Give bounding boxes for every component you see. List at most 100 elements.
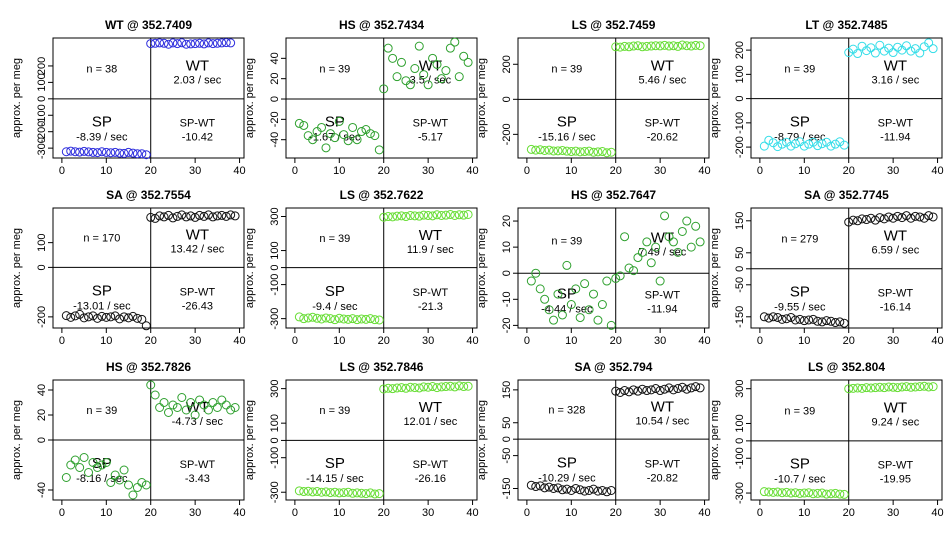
y-axis-label: approx. per meg — [244, 400, 256, 480]
wt-rate: 6.59 / sec — [872, 244, 920, 256]
x-tick-label: 0 — [59, 165, 65, 177]
wt-point — [628, 41, 638, 51]
x-tick-label: 0 — [524, 507, 530, 519]
data-points — [294, 381, 473, 499]
x-tick-label: 30 — [422, 165, 434, 177]
wt-point — [392, 383, 402, 393]
y-tick-label: -100 — [734, 447, 746, 469]
sp-label: SP — [92, 283, 112, 300]
wt-point — [428, 211, 438, 221]
sp-point — [822, 316, 832, 326]
y-tick-label: 0 — [36, 264, 48, 270]
sp-point — [589, 147, 599, 157]
n-count-label: n = 328 — [548, 405, 585, 417]
wt-point — [181, 39, 191, 49]
spwt-value: -19.95 — [880, 473, 911, 485]
sp-point — [553, 146, 563, 156]
wt-point — [383, 383, 393, 393]
sp-point — [773, 312, 783, 322]
x-tick-label: 40 — [698, 507, 710, 519]
sp-point — [317, 314, 327, 324]
sp-point — [374, 315, 384, 325]
wt-point — [146, 380, 156, 390]
sp-label: SP — [790, 113, 810, 130]
x-tick-label: 30 — [189, 335, 201, 347]
wt-point — [150, 213, 160, 223]
panel-title: HS @ 352.7647 — [571, 188, 656, 202]
sp-point — [782, 314, 792, 324]
wt-point — [172, 39, 182, 49]
sp-label: SP — [92, 455, 112, 472]
y-axis-label: approx. per meg — [709, 58, 721, 138]
x-tick-label: 30 — [422, 335, 434, 347]
x-tick-label: 20 — [610, 507, 622, 519]
sp-point — [61, 473, 71, 482]
sp-point — [764, 487, 774, 497]
sp-point — [106, 312, 116, 322]
wt-point — [861, 383, 871, 393]
wt-point — [428, 53, 438, 63]
x-tick-label: 30 — [189, 165, 201, 177]
wt-point — [866, 43, 876, 53]
x-tick-label: 30 — [654, 335, 666, 347]
sp-point — [370, 489, 380, 499]
wt-point — [208, 39, 218, 49]
sp-point — [101, 312, 111, 322]
sp-point — [330, 315, 340, 325]
sp-point — [790, 315, 800, 325]
sp-point — [584, 305, 594, 315]
sp-label: SP — [557, 286, 577, 303]
wt-point — [459, 210, 469, 220]
sp-point — [334, 116, 344, 126]
sp-point — [808, 314, 818, 324]
x-tick-label: 10 — [798, 335, 810, 347]
sp-point — [132, 313, 142, 323]
sp-point — [374, 489, 384, 499]
wt-point — [637, 42, 647, 52]
wt-point — [660, 40, 670, 50]
wt-rate: 2.03 / sec — [174, 74, 222, 86]
sp-point — [110, 147, 120, 157]
wt-rate: -4.73 / sec — [172, 416, 224, 428]
wt-point — [190, 212, 200, 222]
wt-point — [611, 42, 621, 52]
y-tick-label: -300 — [269, 308, 281, 330]
wt-label: WT — [651, 230, 674, 247]
sp-point — [768, 487, 778, 497]
x-tick-label: 40 — [931, 165, 943, 177]
wt-rate: 10.54 / sec — [635, 416, 689, 428]
wt-point — [915, 212, 925, 222]
sp-point — [370, 131, 380, 141]
sp-point — [759, 141, 769, 151]
wt-point — [168, 213, 178, 223]
sp-point — [339, 130, 349, 140]
x-tick-label: 20 — [145, 335, 157, 347]
wt-point — [853, 49, 863, 59]
sp-point — [308, 312, 318, 322]
wt-point — [436, 382, 446, 392]
wt-point — [673, 247, 683, 257]
wt-point — [423, 382, 433, 392]
sp-point — [575, 485, 585, 495]
sp-point — [119, 148, 129, 158]
y-tick-label: 0 — [734, 438, 746, 444]
x-tick-label: 0 — [292, 165, 298, 177]
wt-point — [396, 57, 406, 67]
sp-point — [79, 146, 89, 156]
y-tick-label: 50 — [501, 417, 513, 429]
x-tick-label: 20 — [843, 507, 855, 519]
x-tick-label: 20 — [378, 335, 390, 347]
y-axis-label: approx. per meg — [11, 228, 23, 308]
wt-point — [875, 40, 885, 50]
sp-point — [786, 312, 796, 322]
panel-title: HS @ 352.7434 — [339, 18, 424, 32]
x-tick-label: 0 — [757, 507, 763, 519]
sp-point — [597, 300, 607, 310]
sp-point — [137, 149, 147, 159]
y-tick-label: -40 — [36, 482, 48, 498]
wt-label: WT — [419, 227, 442, 244]
wt-point — [155, 211, 165, 221]
wt-point — [866, 383, 876, 393]
wt-point — [221, 38, 231, 48]
wt-label: WT — [186, 399, 209, 416]
